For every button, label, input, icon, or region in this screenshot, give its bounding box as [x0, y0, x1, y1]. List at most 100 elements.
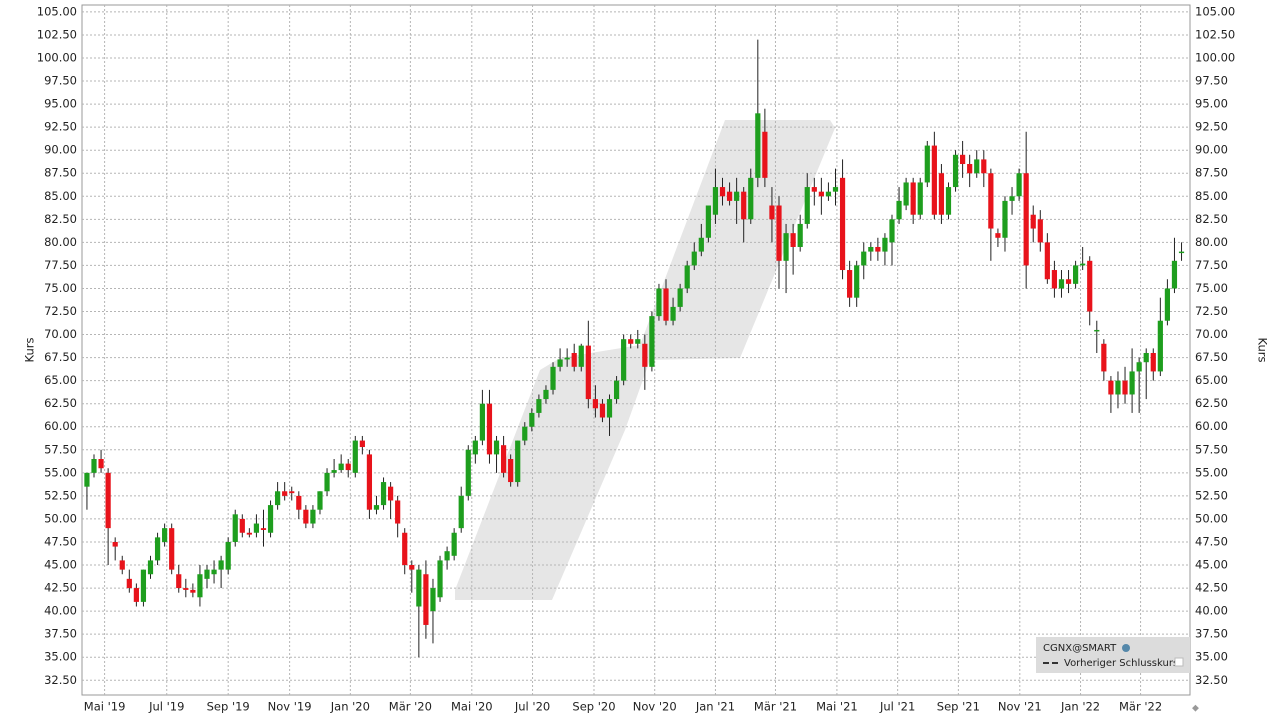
candle-body: [176, 574, 182, 589]
y2-tick-label: 42.50: [1195, 581, 1228, 595]
candle-body: [1030, 214, 1036, 229]
candle-body: [458, 495, 464, 529]
candle-body: [529, 412, 535, 427]
x-tick-label: Nov '21: [998, 700, 1042, 714]
y2-tick-label: 65.00: [1195, 373, 1228, 387]
candle-body: [797, 223, 803, 247]
candle-body: [988, 173, 994, 229]
y-tick-label: 100.00: [37, 51, 77, 65]
legend-checkbox[interactable]: [1174, 657, 1184, 667]
candle-body: [698, 237, 704, 252]
candle-body: [938, 173, 945, 215]
candle-body: [225, 541, 231, 570]
y-tick-label: 45.00: [44, 558, 77, 572]
y-tick-label: 70.00: [44, 327, 77, 341]
candle-body: [204, 569, 210, 579]
x-tick-label: Mär '22: [1119, 700, 1162, 714]
candle-body: [734, 191, 740, 201]
y2-tick-label: 95.00: [1195, 97, 1228, 111]
candle-body: [493, 440, 500, 455]
y-tick-label: 52.50: [44, 488, 77, 502]
scroll-icon[interactable]: ◆: [1192, 704, 1199, 714]
candle-body: [1023, 173, 1029, 266]
y-tick-label: 42.50: [44, 581, 77, 595]
y-tick-label: 47.50: [44, 534, 77, 548]
x-tick-label: Mär '20: [389, 700, 432, 714]
candle-body: [105, 472, 111, 529]
candle-body: [246, 532, 252, 535]
legend-previous-close: Vorheriger Schlusskurs: [1064, 658, 1178, 669]
candle-body: [416, 569, 422, 607]
candle-body: [98, 459, 104, 469]
y2-tick-label: 55.00: [1195, 465, 1228, 479]
candle-body: [359, 440, 365, 448]
y-tick-label: 95.00: [44, 97, 77, 111]
candle-body: [296, 495, 302, 510]
y-tick-label: 50.00: [44, 511, 77, 525]
candle-body: [726, 191, 733, 201]
candle-body: [479, 403, 486, 441]
x-tick-label: Jan '21: [695, 700, 735, 714]
candle-body: [91, 459, 97, 473]
x-tick-label: Jul '19: [148, 700, 184, 714]
candle-body: [677, 288, 683, 307]
y-tick-label: 80.00: [44, 235, 77, 249]
candle-body: [147, 560, 154, 575]
y-tick-label: 87.50: [44, 166, 77, 180]
x-tick-label: Jul '20: [514, 700, 550, 714]
candle-body: [839, 177, 846, 271]
y2-tick-label: 40.00: [1195, 604, 1228, 618]
y2-tick-label: 37.50: [1195, 627, 1228, 641]
candle-body: [1171, 260, 1178, 289]
candle-body: [380, 482, 387, 506]
candle-body: [317, 491, 323, 510]
candle-body: [910, 182, 916, 215]
candle-body: [1080, 263, 1086, 266]
y2-tick-label: 102.50: [1195, 27, 1235, 41]
candle-body: [289, 491, 295, 494]
y2-tick-label: 82.50: [1195, 212, 1228, 226]
candle-body: [444, 551, 450, 561]
candle-body: [112, 541, 118, 547]
y2-tick-label: 60.00: [1195, 419, 1228, 433]
candle-body: [705, 205, 711, 238]
y2-tick-label: 105.00: [1195, 4, 1235, 18]
y2-tick-label: 32.50: [1195, 673, 1228, 687]
candle-body: [861, 251, 867, 266]
candle-body: [776, 205, 782, 261]
candle-body: [1157, 320, 1163, 372]
candle-body: [324, 472, 330, 492]
y2-tick-label: 72.50: [1195, 304, 1228, 318]
y-tick-label: 97.50: [44, 74, 77, 88]
candle-body: [303, 509, 309, 524]
candle-body: [190, 589, 196, 593]
candle-body: [981, 159, 987, 174]
candle-body: [232, 514, 238, 542]
candles: [84, 39, 1185, 658]
candle-body: [592, 399, 598, 409]
y2-tick-label: 67.50: [1195, 350, 1228, 364]
candle-body: [388, 486, 394, 501]
candle-body: [267, 505, 274, 533]
candle-body: [748, 177, 754, 220]
y-tick-label: 60.00: [44, 419, 77, 433]
candle-body: [1051, 270, 1058, 289]
candle-body: [1136, 362, 1142, 372]
y2-tick-label: 77.50: [1195, 258, 1228, 272]
legend-box: [1036, 637, 1190, 673]
candle-body: [437, 560, 443, 598]
y-tick-label: 62.50: [44, 396, 77, 410]
candle-body: [345, 463, 351, 471]
candle-body: [409, 565, 415, 570]
candle-body: [896, 200, 902, 220]
candle-body: [310, 509, 316, 524]
candle-body: [154, 537, 161, 561]
x-tick-label: Mai '20: [451, 700, 493, 714]
candle-body: [832, 187, 839, 192]
legend-globe: [1122, 644, 1130, 652]
x-tick-label: Nov '19: [268, 700, 312, 714]
candle-body: [508, 459, 514, 483]
candle-body: [967, 164, 973, 174]
candle-body: [642, 343, 648, 367]
